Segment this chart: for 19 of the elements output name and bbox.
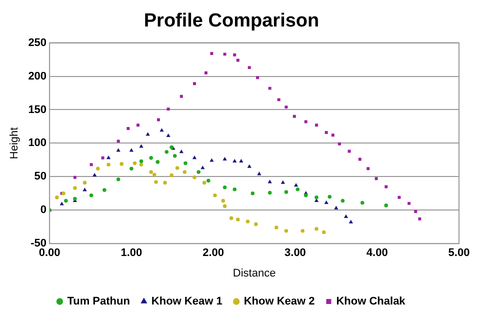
x-tick-label: 0.00 [38, 247, 60, 260]
x-tick-label: 1.00 [120, 247, 142, 260]
x-tick-label: 3.00 [284, 247, 306, 260]
legend-label: Khow Chalak [336, 296, 406, 308]
y-tick-label: 100 [28, 137, 47, 150]
y-tick-label: 50 [34, 170, 47, 183]
x-tick-label: 4.00 [366, 247, 388, 260]
x-axis-title: Distance [232, 267, 276, 280]
legend-label: Tum Pathun [67, 296, 130, 308]
y-tick-label: 200 [28, 70, 47, 82]
y-tick-label: 150 [28, 104, 47, 116]
x-tick-label: 5.00 [448, 247, 470, 260]
chart-title: Profile Comparison [144, 10, 320, 32]
y-axis-title: Height [8, 127, 21, 160]
y-tick-label: 0 [40, 204, 47, 216]
legend-label: Khow Keaw 1 [151, 296, 222, 308]
legend-label: Khow Keaw 2 [244, 296, 315, 308]
x-tick-label: 2.00 [202, 247, 224, 260]
y-tick-label: 250 [28, 36, 47, 49]
